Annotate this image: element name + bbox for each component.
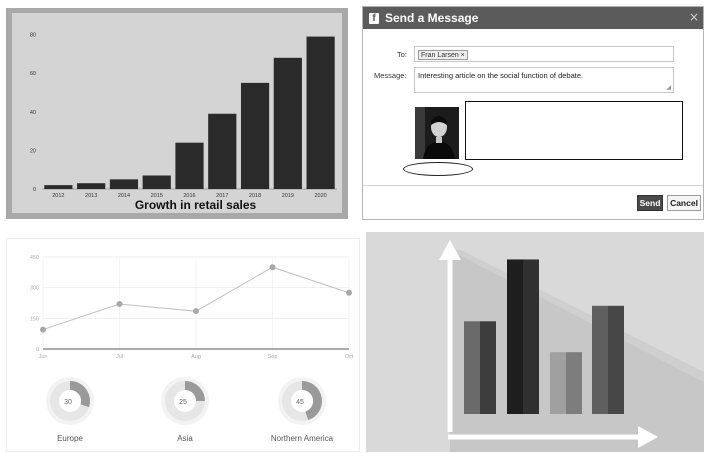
chart-title: Growth in retail sales (135, 198, 257, 212)
bar-graph-illustration-panel (366, 232, 704, 452)
y-tick-label: 150 (30, 316, 39, 322)
donut-label-northern-america: Northern America (270, 434, 334, 443)
x-tick-label: 2013 (85, 193, 97, 199)
data-point-Jul (116, 301, 123, 308)
sales-line-chart-panel: 0 150 300 450 Jun Jul Aug Sep Oct 30 25 45 Europe … (6, 238, 360, 452)
send-button[interactable]: Send (637, 195, 663, 211)
data-point-Sep (269, 264, 276, 271)
x-tick-label: 2020 (314, 193, 326, 199)
x-tick-label: 2014 (118, 193, 130, 199)
message-label: Message: (374, 71, 407, 80)
close-icon[interactable]: × (688, 10, 699, 24)
highlight-ellipse (403, 162, 473, 176)
cancel-button[interactable]: Cancel (667, 195, 701, 211)
y-tick-label: 40 (30, 110, 36, 116)
bar-2014 (109, 179, 139, 189)
footer-divider (363, 185, 703, 186)
donut-value-2: 45 (296, 399, 304, 406)
x-tick-label: Aug (191, 354, 201, 360)
bar-2016 (175, 142, 204, 189)
bar3d-3-side (608, 305, 624, 414)
profile-photo (415, 107, 459, 159)
x-tick-label: 2015 (151, 193, 163, 199)
monthly-line-chart: 0 150 300 450 Jun Jul Aug Sep Oct (30, 255, 354, 360)
bar3d-0-front (464, 321, 480, 414)
bar3d-2-front (550, 352, 566, 414)
region-donut-charts: 30 25 45 (46, 377, 326, 425)
data-point-Oct (346, 289, 352, 296)
donut-value-0: 30 (64, 399, 72, 406)
facebook-logo-icon: f (369, 12, 379, 24)
bar-graph-illustration (439, 240, 704, 452)
message-text: Interesting article on the social functi… (418, 71, 584, 80)
x-tick-label: 2018 (249, 193, 261, 199)
donut-slice-0 (70, 381, 90, 408)
data-point-Aug (193, 308, 199, 315)
donut-hole (59, 390, 81, 412)
to-label: To: (397, 50, 408, 59)
bar3d-1-side (523, 259, 539, 414)
bar3d-1-front (507, 259, 523, 414)
y-tick-label: 80 (30, 33, 36, 39)
retail-sales-chart-area: 0 20 40 60 80 2012 2013 2014 2015 2016 2017 2018 201… (12, 13, 342, 213)
x-tick-label: 2019 (282, 193, 294, 199)
bar-2017 (208, 113, 237, 189)
donut-slice-1 (185, 381, 205, 401)
y-tick-label: 300 (30, 286, 39, 292)
x-tick-label: Oct (345, 354, 354, 360)
message-textarea[interactable]: Interesting article on the social functi… (414, 67, 674, 93)
y-tick-label: 0 (36, 347, 39, 353)
y-tick-label: 450 (30, 255, 39, 261)
person-silhouette-icon (415, 107, 459, 159)
y-tick-label: 60 (30, 71, 36, 77)
data-point-Jun (40, 326, 46, 333)
bar3d-0-side (480, 321, 496, 414)
donut-hole (291, 390, 313, 412)
x-tick-label: 2016 (183, 193, 195, 199)
bar-2018 (240, 82, 270, 189)
y-axis-arrow-icon (439, 240, 461, 260)
to-field[interactable]: Fran Larsen × (414, 46, 674, 62)
x-tick-label: Jul (116, 354, 123, 360)
retail-sales-bar-chart: 0 20 40 60 80 2012 2013 2014 2015 2016 2017 2018 201… (30, 33, 337, 212)
donut-hole (174, 390, 196, 412)
send-message-dialog: f Send a Message × To: Fran Larsen × Mes… (362, 6, 704, 220)
donut-slice-2 (302, 381, 322, 421)
bar3d-3-front (592, 305, 608, 414)
x-tick-label: 2017 (216, 193, 228, 199)
x-tick-label: 2012 (52, 193, 64, 199)
bar-2015 (142, 175, 171, 189)
donut-label-europe: Europe (57, 434, 83, 443)
recipient-token[interactable]: Fran Larsen × (418, 50, 468, 60)
preview-box[interactable] (465, 101, 683, 160)
x-tick-label: Jun (39, 354, 48, 360)
bar3d-2-side (566, 352, 582, 414)
y-tick-label: 0 (33, 187, 36, 193)
bar-2020 (306, 36, 335, 189)
x-axis-arrow-icon (638, 426, 658, 448)
x-tick-label: Sep (268, 354, 278, 360)
bar-2013 (77, 183, 106, 189)
donut-value-1: 25 (179, 399, 187, 406)
resize-handle-icon[interactable]: ◢ (666, 84, 671, 91)
y-tick-label: 20 (30, 148, 36, 154)
dialog-title: Send a Message (385, 11, 479, 25)
retail-sales-chart-panel: 0 20 40 60 80 2012 2013 2014 2015 2016 2017 2018 201… (6, 8, 348, 219)
bar-2019 (273, 57, 302, 189)
bar-2012 (44, 185, 73, 189)
donut-label-asia: Asia (177, 434, 193, 443)
dialog-header: f Send a Message × (363, 7, 703, 29)
